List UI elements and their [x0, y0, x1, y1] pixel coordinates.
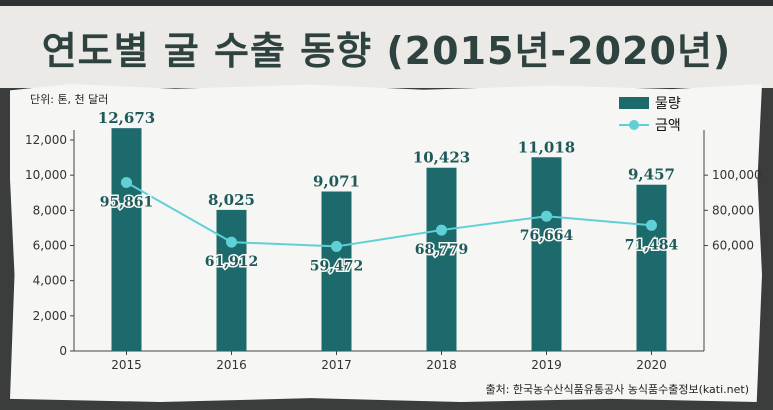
x-tick-label: 2019	[531, 358, 562, 372]
line-value-label: 68,779	[415, 242, 469, 258]
bar-value-label: 10,423	[413, 149, 470, 167]
bar-value-label: 12,673	[98, 109, 155, 127]
line-point	[331, 240, 342, 252]
left-tick-label: 10,000	[25, 168, 67, 182]
line-point	[541, 210, 552, 222]
bar	[111, 128, 142, 351]
right-tick-label: 80,000	[712, 203, 754, 217]
line-value-label: 61,912	[205, 254, 259, 270]
x-tick-label: 2017	[321, 358, 352, 372]
bar	[531, 157, 562, 351]
left-tick-label: 8,000	[33, 203, 67, 217]
bar-value-label: 9,457	[628, 166, 675, 184]
bar	[636, 184, 667, 351]
page-title: 연도별 굴 수출 동향 (2015년-2020년)	[41, 29, 732, 73]
left-tick-label: 2,000	[33, 309, 67, 323]
amount-line	[126, 181, 652, 248]
x-tick-label: 2015	[111, 358, 142, 372]
source-note: 출처: 한국농수산식품유통공사 농식품수출정보(kati.net)	[485, 383, 749, 396]
x-tick-label: 2016	[216, 358, 247, 372]
line-value-label: 76,664	[520, 228, 574, 244]
x-tick-label: 2018	[426, 358, 457, 372]
right-tick-label: 100,000	[712, 168, 762, 182]
legend-label-volume: 물량	[655, 96, 681, 112]
legend-label-amount: 금액	[655, 118, 681, 134]
line-point	[436, 224, 447, 236]
left-tick-label: 4,000	[33, 274, 67, 288]
line-point	[121, 176, 132, 188]
left-tick-label: 6,000	[33, 239, 67, 253]
line-value-label: 71,484	[625, 237, 679, 253]
line-point	[646, 219, 657, 231]
unit-label: 단위: 톤, 천 달러	[30, 93, 109, 106]
line-point	[226, 236, 237, 248]
bar-value-label: 8,025	[208, 191, 255, 209]
bar	[426, 167, 457, 351]
header-rule	[0, 0, 773, 6]
bar	[216, 209, 247, 351]
header-band	[0, 0, 773, 88]
bar-value-label: 11,018	[518, 138, 575, 156]
x-tick-label: 2020	[636, 358, 667, 372]
bar-value-label: 9,071	[313, 173, 360, 191]
line-value-label: 95,861	[100, 194, 154, 210]
line-value-label: 59,472	[310, 258, 364, 274]
left-tick-label: 0	[59, 344, 67, 358]
legend-swatch-point	[629, 120, 639, 130]
right-tick-label: 60,000	[712, 239, 754, 253]
legend-swatch-bar	[619, 97, 649, 109]
bar	[321, 191, 352, 351]
left-tick-label: 12,000	[25, 133, 67, 147]
